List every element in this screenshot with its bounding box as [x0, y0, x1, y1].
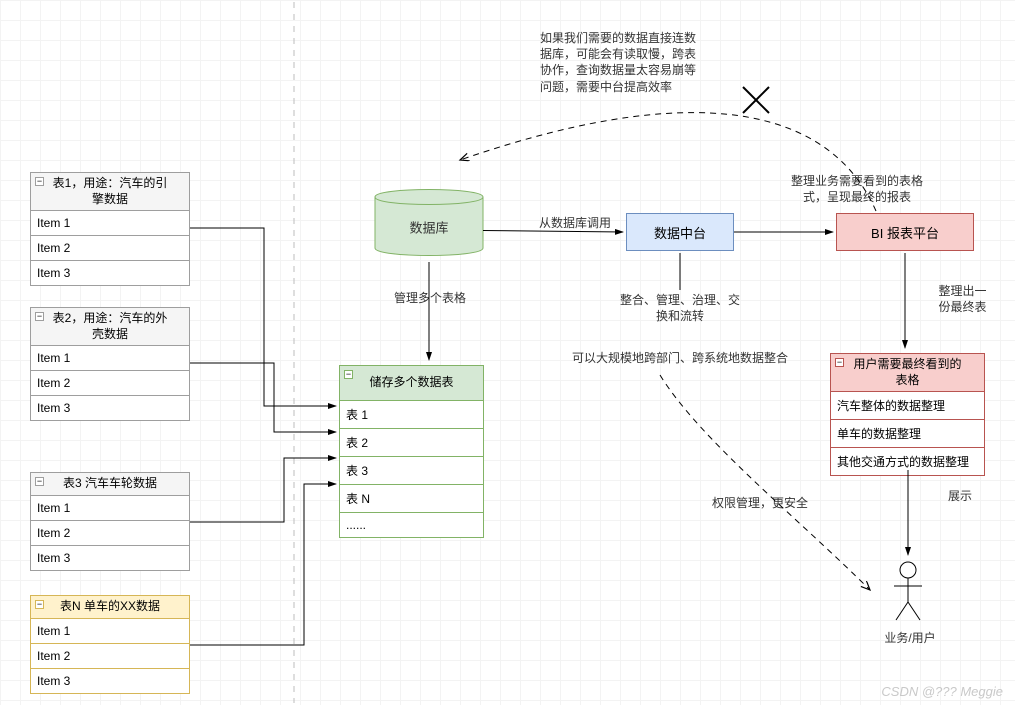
collapse-icon[interactable]: − [835, 358, 844, 367]
edge-table-store [190, 228, 336, 406]
node-mid: 数据中台 [626, 213, 734, 251]
edge-table-store [190, 363, 336, 432]
label-show: 展示 [940, 488, 980, 504]
label-top-note: 如果我们需要的数据直接连数据库，可能会有读取慢，跨表协作，查询数据量太容易崩等问… [540, 30, 705, 95]
table-t2-row: Item 2 [31, 371, 189, 396]
table-store-row: ...... [340, 513, 483, 537]
collapse-icon[interactable]: − [344, 370, 353, 379]
table-user_need-row: 汽车整体的数据整理 [831, 392, 984, 420]
table-tn-row: Item 3 [31, 669, 189, 693]
table-t1-title: −表1，用途：汽车的引擎数据 [31, 173, 189, 211]
title-text: 表1，用途：汽车的引擎数据 [35, 176, 185, 207]
table-t1-row: Item 3 [31, 261, 189, 285]
table-store-row: 表 2 [340, 429, 483, 457]
title-text: 表2，用途：汽车的外壳数据 [35, 311, 185, 342]
table-t3: −表3 汽车车轮数据Item 1Item 2Item 3 [30, 472, 190, 571]
table-tn: −表N 单车的XX数据Item 1Item 2Item 3 [30, 595, 190, 694]
table-t3-row: Item 2 [31, 521, 189, 546]
label-db-down: 管理多个表格 [390, 290, 470, 306]
cross-icon [743, 87, 769, 113]
user-icon [908, 602, 920, 620]
database-label: 数据库 [409, 221, 448, 236]
table-t3-row: Item 1 [31, 496, 189, 521]
table-t2: −表2，用途：汽车的外壳数据Item 1Item 2Item 3 [30, 307, 190, 421]
table-user_need-title: −用户需要最终看到的表格 [831, 354, 984, 392]
collapse-icon[interactable]: − [35, 177, 44, 186]
table-user_need-row: 单车的数据整理 [831, 420, 984, 448]
table-t1-row: Item 2 [31, 236, 189, 261]
collapse-icon[interactable]: − [35, 600, 44, 609]
label-bi-down: 整理出一份最终表 [935, 283, 990, 315]
label-user: 业务/用户 [880, 630, 940, 646]
database-rim [375, 197, 483, 205]
table-store-row: 表 3 [340, 457, 483, 485]
table-store: −储存多个数据表表 1表 2表 3表 N...... [339, 365, 484, 538]
label-security: 权限管理，更安全 [700, 495, 820, 511]
title-text: 表N 单车的XX数据 [46, 599, 174, 615]
edge-table-store [190, 458, 336, 522]
table-store-row: 表 N [340, 485, 483, 513]
table-user_need: −用户需要最终看到的表格汽车整体的数据整理单车的数据整理其他交通方式的数据整理 [830, 353, 985, 476]
table-t2-row: Item 1 [31, 346, 189, 371]
table-t1: −表1，用途：汽车的引擎数据Item 1Item 2Item 3 [30, 172, 190, 286]
label-bi-note: 整理业务需要看到的表格式，呈现最终的报表 [787, 173, 927, 205]
table-t3-title: −表3 汽车车轮数据 [31, 473, 189, 496]
table-t2-row: Item 3 [31, 396, 189, 420]
user-icon [900, 562, 916, 578]
title-text: 表3 汽车车轮数据 [49, 476, 171, 492]
user-icon [896, 602, 908, 620]
table-t1-row: Item 1 [31, 211, 189, 236]
label-scale-note: 可以大规模地跨部门、跨系统地数据整合 [560, 350, 800, 366]
table-user_need-row: 其他交通方式的数据整理 [831, 448, 984, 475]
title-text: 储存多个数据表 [355, 375, 467, 391]
title-text: 用户需要最终看到的表格 [835, 357, 980, 388]
collapse-icon[interactable]: − [35, 312, 44, 321]
table-t3-row: Item 3 [31, 546, 189, 570]
label-db-to-mid: 从数据库调用 [530, 215, 620, 231]
database-body [375, 190, 483, 256]
table-tn-row: Item 1 [31, 619, 189, 644]
cross-icon [743, 87, 769, 113]
watermark: CSDN @??? Meggie [881, 684, 1003, 699]
table-store-title: −储存多个数据表 [340, 366, 483, 401]
edge-table-store [190, 484, 336, 645]
label-mid-down: 整合、管理、治理、交换和流转 [615, 292, 745, 324]
table-tn-title: −表N 单车的XX数据 [31, 596, 189, 619]
table-store-row: 表 1 [340, 401, 483, 429]
table-t2-title: −表2，用途：汽车的外壳数据 [31, 308, 189, 346]
collapse-icon[interactable]: − [35, 477, 44, 486]
node-bi: BI 报表平台 [836, 213, 974, 251]
table-tn-row: Item 2 [31, 644, 189, 669]
